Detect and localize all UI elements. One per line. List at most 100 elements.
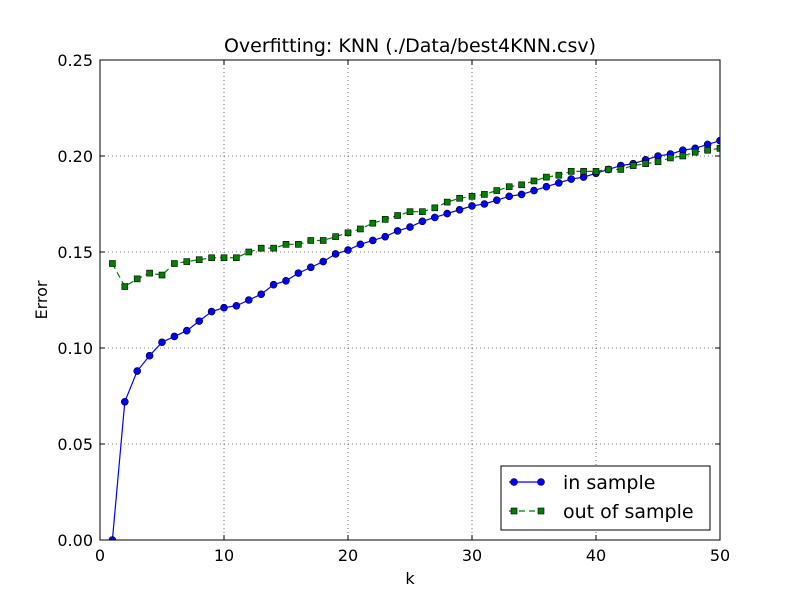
data-point-in-sample bbox=[455, 205, 464, 214]
data-point-out-of-sample bbox=[642, 160, 649, 167]
legend-marker-out-of-sample bbox=[510, 507, 518, 515]
legend: in sample out of sample bbox=[500, 465, 711, 531]
data-point-in-sample bbox=[356, 240, 365, 249]
data-point-out-of-sample bbox=[357, 225, 364, 233]
x-tick-label: 50 bbox=[710, 546, 730, 565]
y-tick-label: 0.15 bbox=[57, 243, 93, 262]
data-point-out-of-sample bbox=[716, 145, 720, 152]
data-point-in-sample bbox=[245, 296, 253, 304]
data-point-in-sample bbox=[480, 200, 489, 208]
data-point-in-sample bbox=[716, 136, 720, 145]
data-point-in-sample bbox=[678, 146, 687, 155]
data-point-out-of-sample bbox=[443, 198, 451, 206]
data-point-out-of-sample bbox=[208, 254, 215, 262]
data-point-in-sample bbox=[158, 338, 166, 347]
data-point-in-sample bbox=[393, 227, 402, 235]
data-point-out-of-sample bbox=[319, 237, 327, 244]
legend-label-in-sample: in sample bbox=[563, 472, 655, 494]
data-point-out-of-sample bbox=[530, 177, 538, 185]
data-point-in-sample bbox=[579, 173, 588, 181]
data-point-in-sample bbox=[121, 397, 129, 406]
x-tick-label: 0 bbox=[95, 546, 105, 565]
data-point-out-of-sample bbox=[592, 168, 600, 175]
data-point-in-sample bbox=[654, 152, 662, 160]
data-point-out-of-sample bbox=[493, 187, 501, 194]
x-tick-label: 30 bbox=[462, 546, 482, 565]
data-point-in-sample bbox=[443, 209, 452, 218]
data-point-out-of-sample bbox=[295, 241, 302, 248]
data-point-in-sample bbox=[530, 186, 538, 195]
data-point-in-sample bbox=[170, 332, 179, 341]
data-point-out-of-sample bbox=[171, 260, 178, 267]
data-point-in-sample bbox=[430, 213, 439, 222]
data-point-out-of-sample bbox=[270, 244, 277, 252]
data-point-out-of-sample bbox=[257, 244, 265, 252]
legend-marker-in-sample bbox=[537, 478, 545, 486]
y-tick-label: 0.00 bbox=[57, 531, 93, 550]
data-point-in-sample bbox=[133, 367, 141, 375]
series-group bbox=[108, 136, 720, 540]
data-point-in-sample bbox=[257, 290, 266, 299]
data-point-in-sample bbox=[108, 536, 117, 540]
data-point-in-sample bbox=[306, 263, 315, 272]
data-point-in-sample bbox=[344, 246, 352, 254]
data-point-in-sample bbox=[145, 351, 154, 360]
data-point-in-sample bbox=[492, 196, 501, 204]
data-point-out-of-sample bbox=[307, 237, 315, 244]
data-point-out-of-sample bbox=[282, 241, 290, 248]
data-point-in-sample bbox=[282, 276, 290, 285]
data-point-in-sample bbox=[319, 257, 328, 266]
data-point-out-of-sample bbox=[654, 158, 662, 166]
grid-layer bbox=[100, 60, 720, 540]
data-point-in-sample bbox=[418, 217, 427, 226]
data-point-out-of-sample bbox=[158, 271, 166, 279]
data-point-out-of-sample bbox=[481, 191, 488, 198]
x-tick-label: 10 bbox=[214, 546, 234, 565]
data-point-out-of-sample bbox=[468, 193, 476, 200]
data-point-in-sample bbox=[517, 190, 526, 199]
data-point-in-sample bbox=[468, 202, 476, 210]
data-point-out-of-sample bbox=[629, 162, 637, 169]
legend-marker-out-of-sample bbox=[537, 507, 545, 515]
data-point-out-of-sample bbox=[456, 194, 463, 202]
data-point-out-of-sample bbox=[679, 152, 687, 160]
data-point-out-of-sample bbox=[121, 283, 129, 290]
legend-marker-in-sample bbox=[510, 478, 518, 486]
data-point-out-of-sample bbox=[667, 154, 674, 162]
chart-title: Overfitting: KNN (./Data/best4KNN.csv) bbox=[224, 35, 596, 57]
data-point-out-of-sample bbox=[183, 258, 191, 265]
data-point-out-of-sample bbox=[580, 168, 587, 175]
data-point-in-sample bbox=[220, 303, 228, 312]
data-point-out-of-sample bbox=[344, 229, 352, 237]
data-point-out-of-sample bbox=[233, 254, 240, 262]
series-layer bbox=[108, 136, 720, 540]
plot-frame bbox=[99, 59, 721, 541]
data-point-out-of-sample bbox=[555, 171, 563, 179]
data-point-out-of-sample bbox=[146, 269, 153, 277]
data-point-out-of-sample bbox=[505, 183, 513, 191]
data-point-in-sample bbox=[381, 232, 390, 241]
data-point-out-of-sample bbox=[518, 181, 525, 189]
data-point-in-sample bbox=[183, 326, 191, 335]
data-point-out-of-sample bbox=[195, 256, 203, 263]
y-tick-label: 0.05 bbox=[57, 435, 93, 454]
data-point-out-of-sample bbox=[394, 212, 401, 219]
tick-layer: 0 10 20 30 40 50 0.00 0.05 0.10 0.15 0.20 0.25 bbox=[57, 51, 730, 565]
data-point-out-of-sample bbox=[332, 233, 339, 240]
data-point-in-sample bbox=[232, 301, 241, 310]
data-point-out-of-sample bbox=[133, 275, 141, 283]
data-point-in-sample bbox=[368, 236, 377, 245]
data-point-out-of-sample bbox=[617, 166, 625, 173]
data-point-in-sample bbox=[703, 140, 712, 149]
data-point-out-of-sample bbox=[419, 208, 426, 215]
data-point-in-sample bbox=[505, 192, 514, 201]
data-point-in-sample bbox=[207, 307, 216, 316]
data-point-out-of-sample bbox=[369, 219, 377, 227]
data-point-in-sample bbox=[294, 269, 303, 277]
legend-box bbox=[500, 465, 711, 531]
plot-area bbox=[100, 60, 720, 540]
legend-label-out-of-sample: out of sample bbox=[563, 501, 694, 523]
data-point-out-of-sample bbox=[245, 248, 253, 256]
